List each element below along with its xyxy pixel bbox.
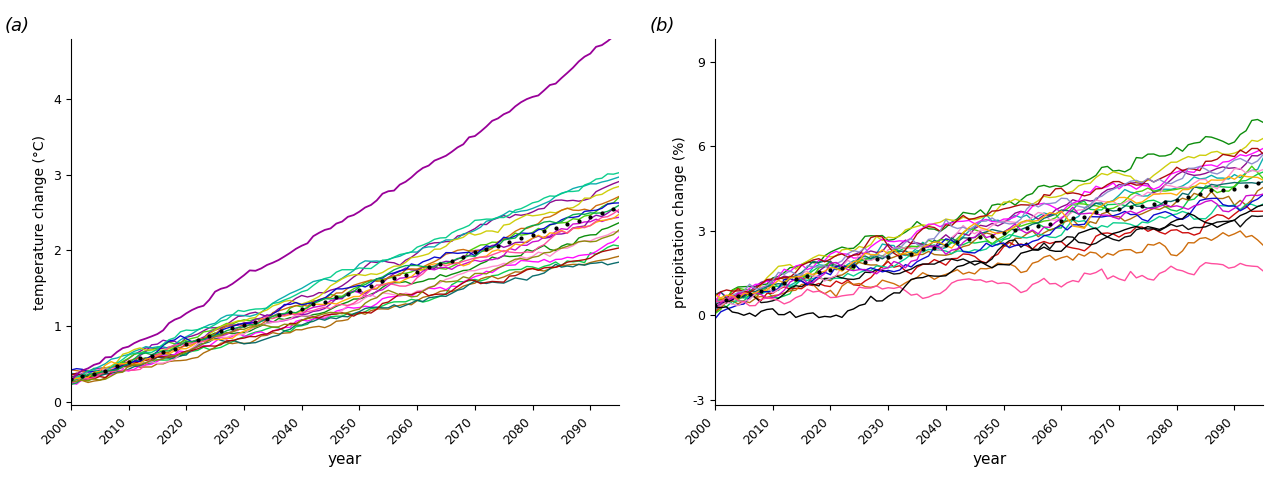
Text: (a): (a): [5, 17, 29, 35]
X-axis label: year: year: [328, 453, 362, 468]
Y-axis label: temperature change (°C): temperature change (°C): [33, 135, 47, 310]
Y-axis label: precipitation change (%): precipitation change (%): [673, 136, 687, 308]
X-axis label: year: year: [972, 453, 1006, 468]
Text: (b): (b): [649, 17, 675, 35]
